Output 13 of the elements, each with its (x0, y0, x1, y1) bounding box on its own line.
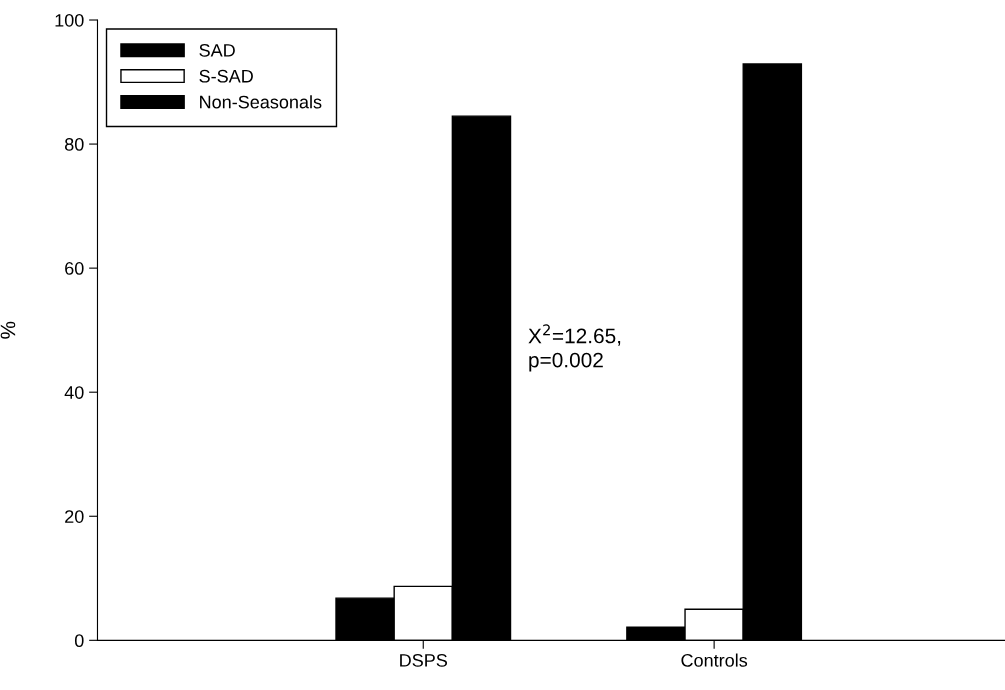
legend-label: S-SAD (199, 69, 253, 83)
annotation: X$^{2}$=12.65, p=0.002 (528, 324, 621, 372)
y-axis-title: % (0, 321, 16, 339)
y-tick-label: 20 (65, 510, 84, 523)
x-tick-label: Controls (681, 653, 748, 667)
x-tick-label: DSPS (400, 653, 448, 667)
legend-label: Non-Seasonals (200, 95, 322, 109)
y-tick-label: 80 (64, 138, 84, 151)
y-tick-label: 60 (65, 262, 84, 275)
y-tick-label: 100 (55, 13, 84, 27)
y-tick-label: 40 (64, 386, 84, 399)
y-tick-label: 0 (74, 634, 84, 648)
legend-label: SAD (199, 43, 235, 57)
